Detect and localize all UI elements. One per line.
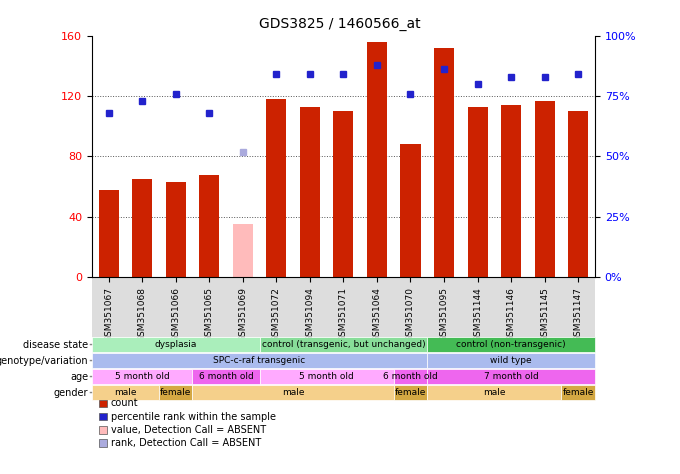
Text: 5 month old: 5 month old <box>299 372 354 381</box>
Bar <box>434 47 454 277</box>
Bar <box>300 107 320 277</box>
Text: female: female <box>562 388 594 397</box>
Bar <box>468 107 488 277</box>
Text: rank, Detection Call = ABSENT: rank, Detection Call = ABSENT <box>111 438 261 448</box>
Bar <box>367 42 387 277</box>
Bar <box>132 179 152 277</box>
Bar <box>568 111 588 277</box>
Text: SPC-c-raf transgenic: SPC-c-raf transgenic <box>214 356 305 365</box>
Text: male: male <box>114 388 137 397</box>
Bar <box>501 105 521 277</box>
Bar <box>99 190 118 277</box>
Bar <box>333 111 354 277</box>
Text: 6 month old: 6 month old <box>383 372 438 381</box>
Text: gender: gender <box>54 388 88 398</box>
Text: control (transgenic, but unchanged): control (transgenic, but unchanged) <box>262 340 425 349</box>
Bar <box>199 174 219 277</box>
Text: 5 month old: 5 month old <box>115 372 169 381</box>
Text: 7 month old: 7 month old <box>483 372 539 381</box>
Text: disease state: disease state <box>23 339 88 349</box>
Text: count: count <box>111 398 139 409</box>
Text: female: female <box>160 388 191 397</box>
Text: male: male <box>483 388 506 397</box>
Text: control (non-transgenic): control (non-transgenic) <box>456 340 566 349</box>
Text: 6 month old: 6 month old <box>199 372 254 381</box>
Text: GDS3825 / 1460566_at: GDS3825 / 1460566_at <box>259 17 421 31</box>
Text: percentile rank within the sample: percentile rank within the sample <box>111 411 276 422</box>
Bar <box>166 182 186 277</box>
Text: female: female <box>395 388 426 397</box>
Text: genotype/variation: genotype/variation <box>0 356 88 365</box>
Bar <box>534 100 555 277</box>
Text: wild type: wild type <box>490 356 532 365</box>
Text: age: age <box>70 372 88 382</box>
Text: male: male <box>282 388 305 397</box>
Text: value, Detection Call = ABSENT: value, Detection Call = ABSENT <box>111 425 266 435</box>
Bar <box>267 99 286 277</box>
Text: dysplasia: dysplasia <box>154 340 197 349</box>
Bar <box>401 144 420 277</box>
Bar <box>233 224 253 277</box>
